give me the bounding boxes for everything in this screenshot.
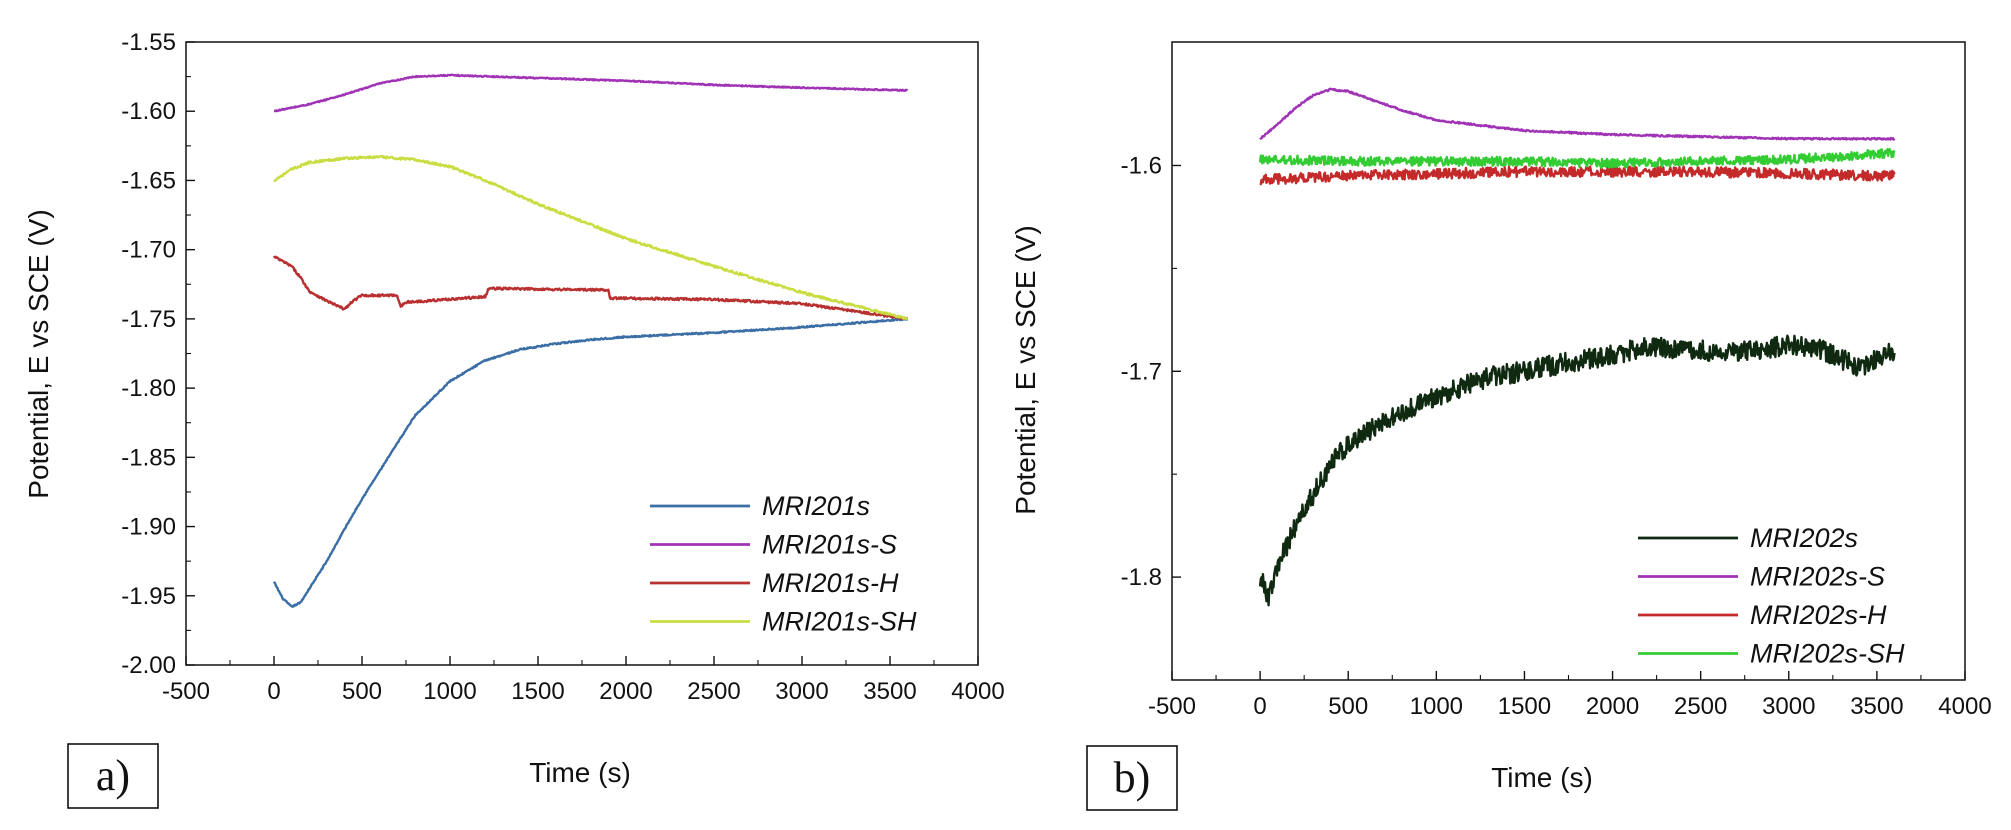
y-tick-label: -1.8: [1121, 564, 1162, 591]
x-tick-label: 4000: [951, 678, 1004, 705]
x-tick-label: 1500: [511, 678, 564, 705]
x-tick-label: 2000: [599, 678, 652, 705]
series-line-mri201s: [272, 317, 909, 608]
series-line-mri202s-h: [1259, 165, 1896, 186]
series-line-mri201s-s: [273, 73, 909, 113]
y-tick-label: -1.95: [121, 583, 176, 610]
y-tick-label: -1.55: [121, 29, 176, 56]
legend-label-mri201s-s: MRI201s-S: [762, 530, 897, 560]
panel-label-a: a): [96, 751, 130, 800]
y-tick-label: -1.7: [1121, 358, 1162, 385]
y-axis-a: -2.00 -1.95 -1.90 -1.85 -1.80 -1.75 -1.70 -1.65…: [121, 29, 195, 679]
x-tick-label: 3000: [775, 678, 828, 705]
series-layer-a: [272, 73, 909, 608]
series-line-mri201s-sh: [273, 154, 909, 321]
series-line-mri202s: [1258, 334, 1896, 607]
x-tick-label: 1000: [1410, 693, 1463, 720]
y-tick-label: -1.90: [121, 514, 176, 541]
x-tick-label: 0: [1253, 693, 1266, 720]
panel-label-box-b: [1086, 745, 1178, 811]
x-tick-label: 500: [342, 678, 382, 705]
y-tick-label: -1.70: [121, 237, 176, 264]
y-tick-label: -1.85: [121, 444, 176, 471]
y-axis-title-a: Potential, E vs SCE (V): [23, 209, 54, 498]
legend-b: MRI202s MRI202s-S MRI202s-H MRI202s-SH: [1638, 523, 1905, 669]
legend-a: MRI201s MRI201s-S MRI201s-H MRI201s-SH: [650, 491, 917, 637]
y-tick-label: -1.60: [121, 98, 176, 125]
x-axis-title-b: Time (s): [1491, 762, 1593, 793]
y-tick-label: -1.75: [121, 306, 176, 333]
chart-panel-b: -500 0 500 1000 1500 2000 2500 3000 3500 4000 -1.…: [1010, 41, 1992, 811]
x-tick-label: 1500: [1498, 693, 1551, 720]
legend-label-mri201s-sh: MRI201s-SH: [762, 607, 917, 637]
y-axis-title-b: Potential, E vs SCE (V): [1010, 225, 1041, 514]
x-tick-label: 0: [267, 678, 280, 705]
panel-label-b: b): [1114, 753, 1151, 802]
y-tick-label: -1.65: [121, 167, 176, 194]
y-axis-b: -1.8 -1.7 -1.6: [1121, 152, 1181, 591]
x-tick-label: -500: [1148, 693, 1196, 720]
x-tick-label: 3500: [1850, 693, 1903, 720]
legend-label-mri202s: MRI202s: [1750, 523, 1858, 553]
x-tick-label: 1000: [423, 678, 476, 705]
series-line-mri201s-h: [272, 255, 909, 320]
series-line-mri202s-sh: [1258, 147, 1896, 169]
series-line-mri202s-s: [1259, 87, 1896, 141]
y-tick-label: -1.80: [121, 375, 176, 402]
y-tick-label: -1.6: [1121, 152, 1162, 179]
x-tick-label: 4000: [1938, 693, 1991, 720]
x-axis-title-a: Time (s): [529, 757, 631, 788]
legend-label-mri202s-s: MRI202s-S: [1750, 562, 1885, 592]
y-tick-label: -2.00: [121, 652, 176, 679]
legend-label-mri202s-h: MRI202s-H: [1750, 600, 1887, 630]
chart-panel-a: -500 0 500 1000 1500 2000 2500 3000 3500 4000 -2.…: [23, 29, 1005, 809]
x-tick-label: 2000: [1586, 693, 1639, 720]
x-tick-label: 3000: [1762, 693, 1815, 720]
legend-label-mri202s-sh: MRI202s-SH: [1750, 639, 1905, 669]
x-axis-b: -500 0 500 1000 1500 2000 2500 3000 3500 4000: [1148, 671, 1992, 720]
x-axis-a: -500 0 500 1000 1500 2000 2500 3000 3500 4000: [162, 656, 1005, 705]
x-tick-label: 3500: [863, 678, 916, 705]
x-tick-label: 2500: [1674, 693, 1727, 720]
x-tick-label: -500: [162, 678, 210, 705]
legend-label-mri201s-h: MRI201s-H: [762, 568, 899, 598]
x-tick-label: 2500: [687, 678, 740, 705]
panel-label-box-a: [67, 743, 159, 809]
series-layer-b: [1258, 87, 1896, 607]
x-tick-label: 500: [1328, 693, 1368, 720]
legend-label-mri201s: MRI201s: [762, 491, 870, 521]
